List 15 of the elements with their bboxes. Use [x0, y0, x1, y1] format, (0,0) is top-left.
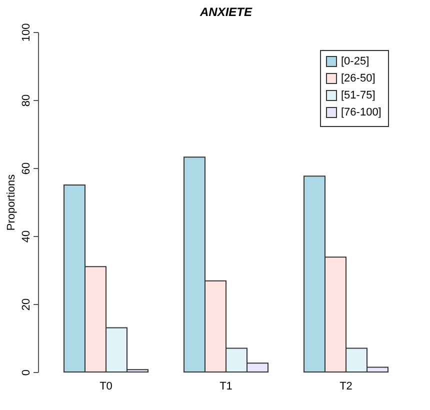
- x-tick-label: T1: [220, 380, 232, 392]
- y-axis-title: Proportions: [6, 174, 18, 231]
- y-tick-label: 80: [20, 94, 32, 107]
- x-tick-label: T0: [100, 380, 112, 392]
- legend-label: [0-25]: [341, 56, 370, 68]
- legend-label: [26-50]: [341, 72, 376, 84]
- y-tick-label: 0: [20, 369, 32, 376]
- y-tick-label: 60: [20, 162, 32, 175]
- legend-label: [51-75]: [341, 90, 376, 102]
- x-tick-label: T2: [340, 380, 352, 392]
- chart-title: ANXIETE: [198, 4, 253, 19]
- y-tick-label: 100: [20, 23, 32, 42]
- y-tick-label: 20: [20, 298, 32, 311]
- y-tick-label: 40: [20, 230, 32, 243]
- legend-label: [76-100]: [341, 106, 382, 118]
